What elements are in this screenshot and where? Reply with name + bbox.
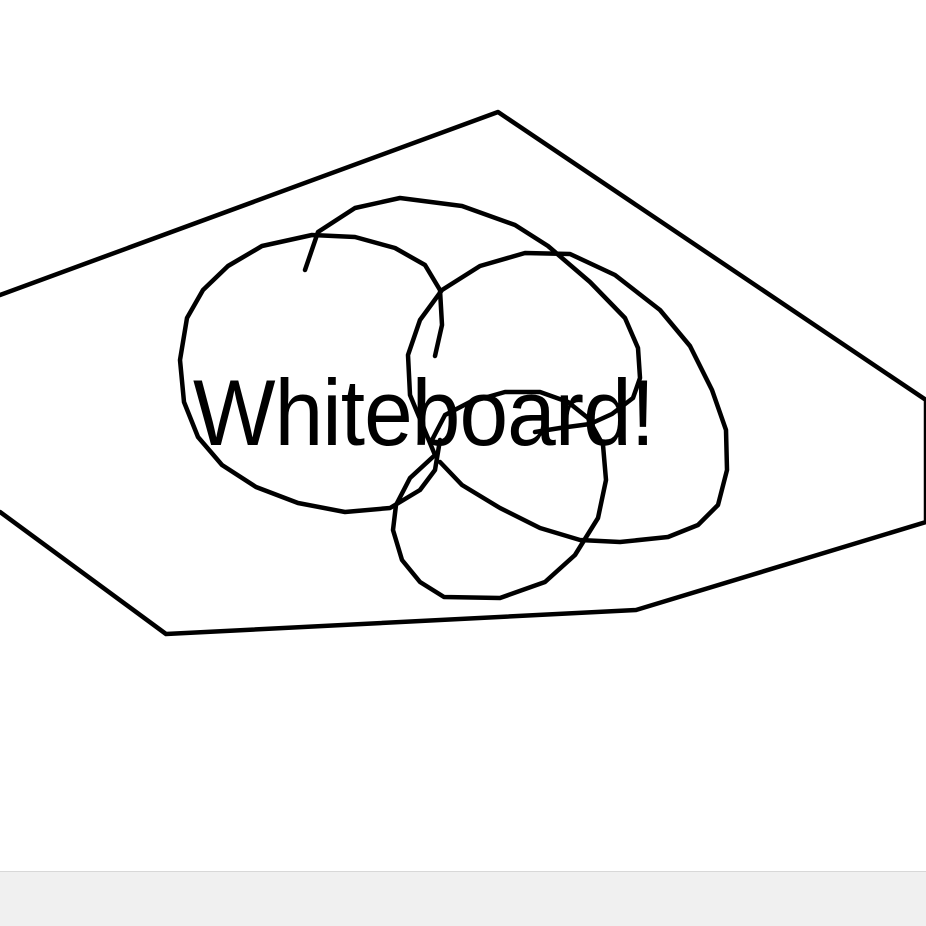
- polygon-stroke[interactable]: [0, 109, 926, 637]
- loop-stroke-bottom[interactable]: [390, 389, 609, 601]
- drawing-canvas[interactable]: Whiteboard!: [0, 0, 926, 871]
- drawing-layer[interactable]: [0, 0, 926, 871]
- bottom-toolbar: [0, 871, 926, 926]
- whiteboard-text[interactable]: Whiteboard!: [193, 360, 655, 465]
- loop-stroke-circle[interactable]: [177, 232, 445, 515]
- loop-stroke-left[interactable]: [302, 195, 643, 435]
- loop-stroke-right[interactable]: [405, 250, 730, 545]
